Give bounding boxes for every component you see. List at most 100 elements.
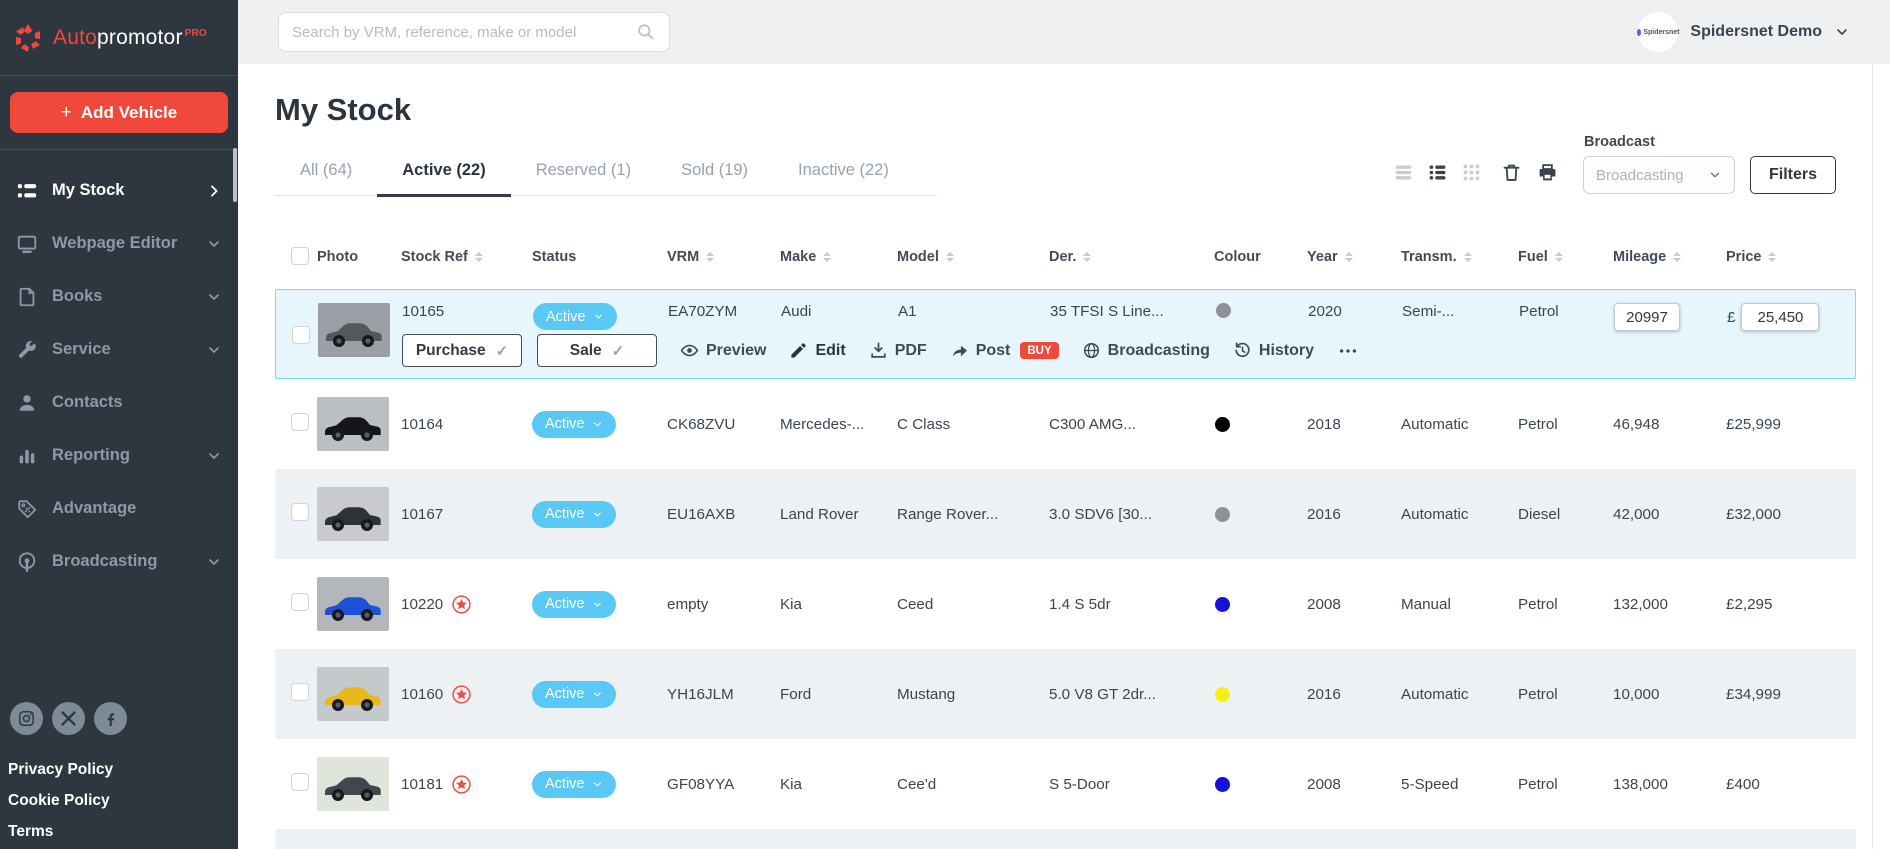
sidebar-item-reporting[interactable]: Reporting [0, 429, 238, 482]
post-action[interactable]: Post BUY [950, 341, 1059, 360]
row-checkbox[interactable] [291, 773, 309, 791]
table-row[interactable]: 10164 Active CK68ZVU Mercedes-... C Clas… [275, 379, 1856, 469]
cookie-policy-link[interactable]: Cookie Policy [8, 792, 110, 809]
edit-action[interactable]: Edit [789, 341, 846, 360]
sidebar-item-service[interactable]: Service [0, 323, 238, 376]
col-transm[interactable]: Transm. [1401, 249, 1518, 265]
tab-active[interactable]: Active (22) [377, 161, 512, 197]
vrm-value: EU16AXB [667, 505, 736, 523]
chevron-down-icon [209, 452, 219, 459]
account-menu[interactable]: Spidersnet Spidersnet Demo [1637, 12, 1850, 52]
row-checkbox[interactable] [291, 503, 309, 521]
instagram-icon[interactable] [10, 702, 43, 735]
sidebar-item-webpage-editor[interactable]: Webpage Editor [0, 217, 238, 270]
tab-sold[interactable]: Sold (19) [681, 161, 749, 179]
history-action[interactable]: History [1233, 341, 1314, 360]
price-input[interactable] [1741, 303, 1820, 331]
preview-action[interactable]: Preview [680, 341, 766, 360]
x-twitter-icon[interactable] [52, 702, 85, 735]
vehicle-photo [318, 303, 390, 357]
chevron-down-icon [593, 692, 601, 696]
featured-star-icon [452, 774, 471, 794]
sidebar-item-broadcasting[interactable]: Broadcasting [0, 535, 238, 588]
print-icon[interactable] [1537, 162, 1558, 183]
col-fuel[interactable]: Fuel [1518, 249, 1613, 265]
status-dropdown[interactable]: Active [533, 303, 617, 330]
row-checkbox[interactable] [291, 683, 309, 701]
col-year[interactable]: Year [1307, 249, 1401, 265]
row-checkbox[interactable] [291, 413, 309, 431]
price-value: £32,000 [1726, 505, 1781, 523]
mileage-value: 42,000 [1613, 505, 1660, 523]
pencil-icon [791, 343, 807, 358]
tab-reserved[interactable]: Reserved (1) [535, 161, 632, 179]
table-row[interactable]: 10167 Active EU16AXB Land Rover Range Ro… [275, 469, 1856, 559]
status-dropdown[interactable]: Active [532, 500, 616, 528]
trash-icon[interactable] [1501, 162, 1522, 183]
col-der[interactable]: Der. [1049, 249, 1214, 265]
make-value: Ford [780, 685, 812, 703]
sidebar-scrollbar-thumb[interactable] [233, 148, 237, 202]
year-value: 2008 [1307, 775, 1341, 793]
sidebar-item-advantage[interactable]: Advantage [0, 482, 238, 535]
broadcast-select[interactable]: Broadcasting [1583, 156, 1735, 194]
facebook-icon[interactable] [94, 702, 127, 735]
colour-dot [1216, 303, 1231, 318]
more-actions-button[interactable] [1337, 340, 1359, 362]
next-row-peek [275, 829, 1856, 849]
table-header: Photo Stock Ref Status VRM Make Model De… [275, 196, 1856, 289]
col-mileage[interactable]: Mileage [1613, 249, 1726, 265]
status-dropdown[interactable]: Active [532, 410, 616, 438]
sidebar-item-books[interactable]: Books [0, 270, 238, 323]
table-row[interactable]: 10160 Active YH16JLM Ford Mustang 5.0 V8… [275, 649, 1856, 739]
select-all-checkbox[interactable] [291, 247, 309, 265]
page-scrollbar[interactable] [1872, 64, 1873, 849]
pdf-action[interactable]: PDF [869, 341, 927, 360]
table-row[interactable]: 10181 Active GF08YYA Kia Cee'd S 5-Door … [275, 739, 1856, 829]
col-stock-ref[interactable]: Stock Ref [401, 249, 532, 265]
detail-list-view-icon[interactable] [1427, 162, 1448, 183]
row-checkbox[interactable] [291, 593, 309, 611]
search-input[interactable] [292, 23, 636, 41]
grid-view-icon[interactable] [1461, 162, 1482, 183]
price-value: £400 [1726, 775, 1760, 793]
person-icon [19, 394, 35, 411]
fuel-value: Petrol [1518, 775, 1558, 793]
broadcast-label: Broadcast [1584, 134, 1655, 150]
broadcasting-action[interactable]: Broadcasting [1082, 341, 1210, 360]
history-icon [1235, 342, 1250, 358]
tab-inactive[interactable]: Inactive (22) [798, 161, 889, 179]
search-icon[interactable] [636, 22, 656, 42]
sidebar-item-contacts[interactable]: Contacts [0, 376, 238, 429]
chevron-right-icon [211, 184, 218, 197]
sidebar-item-my-stock[interactable]: My Stock [0, 164, 238, 217]
col-vrm[interactable]: VRM [667, 249, 780, 265]
status-dropdown[interactable]: Active [532, 590, 616, 618]
table-row[interactable]: 10220 Active empty Kia Ceed 1.4 S 5dr 20… [275, 559, 1856, 649]
year-value: 2016 [1307, 685, 1341, 703]
purchase-button[interactable]: Purchase ✓ [402, 334, 522, 367]
plus-icon: + [60, 101, 72, 123]
privacy-policy-link[interactable]: Privacy Policy [8, 761, 114, 778]
vrm-value: CK68ZVU [667, 415, 736, 433]
add-vehicle-button[interactable]: + Add Vehicle [10, 92, 228, 133]
row-checkbox[interactable] [292, 326, 310, 344]
table-row[interactable]: 10165 Active EA70ZYM Audi A1 35 TFSI S L… [275, 289, 1856, 379]
transm-value: Automatic [1401, 685, 1469, 703]
status-dropdown[interactable]: Active [532, 770, 616, 798]
sale-button[interactable]: Sale ✓ [537, 334, 657, 367]
colour-dot [1215, 686, 1230, 702]
vehicle-photo [317, 757, 389, 811]
mileage-input[interactable] [1614, 303, 1680, 331]
stock-ref: 10167 [401, 505, 444, 523]
status-dropdown[interactable]: Active [532, 680, 616, 708]
filters-button[interactable]: Filters [1750, 156, 1836, 194]
col-price[interactable]: Price [1726, 249, 1856, 265]
list-view-icon[interactable] [1393, 162, 1414, 183]
col-model[interactable]: Model [897, 249, 1049, 265]
eye-icon [680, 344, 699, 357]
terms-link[interactable]: Terms [8, 823, 54, 840]
col-make[interactable]: Make [780, 249, 897, 265]
tab-all[interactable]: All (64) [300, 161, 353, 179]
sort-icon [823, 251, 832, 263]
